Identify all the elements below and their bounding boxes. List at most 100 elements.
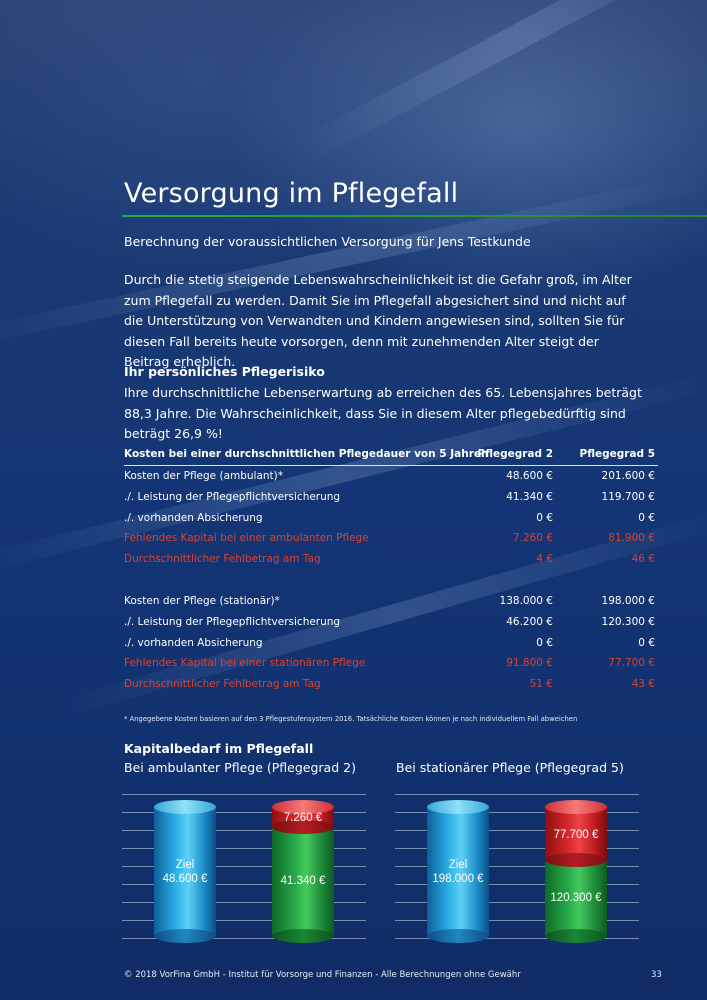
row-value-pg5: 46 € [631, 553, 655, 566]
row-value-pg5: 0 € [638, 636, 655, 649]
row-value-pg2: 51 € [529, 678, 553, 691]
table-header: Kosten bei einer durchschnittlichen Pfle… [124, 444, 658, 466]
stack-value-green: 41.340 € [280, 875, 326, 887]
row-label: ./. Leistung der Pflegepflichtversicheru… [124, 615, 341, 628]
gridline [395, 812, 639, 813]
ziel-value: 48.600 € [162, 873, 208, 885]
table-row-daily-gap: Durchschnittlicher Fehlbetrag am Tag 51 … [124, 674, 658, 695]
gridline [122, 848, 366, 849]
gridline [395, 920, 639, 921]
ziel-cylinder-base [427, 929, 489, 943]
ziel-label: Ziel [448, 859, 468, 871]
ziel-value: 198.000 € [432, 873, 484, 885]
stack-cylinder-top [272, 800, 334, 814]
stack-value-red: 7.260 € [283, 812, 323, 824]
row-value-pg2: 41.340 € [506, 490, 553, 503]
page-number: 33 [651, 970, 662, 980]
title-divider [122, 215, 707, 217]
gridline [122, 884, 366, 885]
gridline [395, 866, 639, 867]
table-row: Kosten der Pflege (stationär)* 138.000 €… [124, 591, 658, 612]
row-value-pg5: 43 € [631, 678, 655, 691]
table-row: ./. vorhanden Absicherung 0 € 0 € [124, 633, 658, 654]
row-label: ./. vorhanden Absicherung [124, 636, 263, 649]
risk-heading: Ihr persönliches Pflegerisiko [124, 364, 325, 379]
stack-segment-green [272, 827, 334, 936]
row-value-pg5: 201.600 € [601, 470, 655, 482]
stack-value-green: 120.300 € [550, 891, 602, 904]
row-value-pg5: 81.900 € [608, 532, 655, 545]
gridline [395, 848, 639, 849]
gridline [395, 902, 639, 903]
cost-table: Kosten bei einer durchschnittlichen Pfle… [124, 444, 658, 695]
row-value-pg2: 4 € [536, 553, 553, 566]
gridline [122, 830, 366, 831]
row-label: Durchschnittlicher Fehlbetrag am Tag [124, 553, 321, 566]
row-value-pg2: 7.260 € [512, 532, 553, 545]
ziel-cylinder: Ziel 48.600 € [154, 800, 216, 943]
table-row: ./. Leistung der Pflegepflichtversicheru… [124, 612, 658, 633]
gridline [395, 884, 639, 885]
stack-seam [545, 853, 607, 867]
table-row-missing-capital: Fehlendes Kapital bei einer stationären … [124, 653, 658, 674]
gridline [122, 938, 366, 939]
gridline [122, 794, 366, 795]
row-label: Durchschnittlicher Fehlbetrag am Tag [124, 678, 321, 691]
stacked-cylinder: 77.700 € 120.300 € [545, 800, 607, 943]
gridline [395, 830, 639, 831]
stack-segment-green [545, 860, 607, 936]
gridline [122, 902, 366, 903]
page-subtitle: Berechnung der voraussichtlichen Versorg… [124, 234, 531, 249]
ziel-cylinder-body [154, 807, 216, 936]
ziel-cylinder-body [427, 807, 489, 936]
stack-cylinder-base [272, 929, 334, 943]
kapital-heading: Kapitalbedarf im Pflegefall [124, 741, 314, 756]
footer-copyright: © 2018 VorFina GmbH - Institut für Vorso… [124, 970, 521, 980]
row-value-pg2: 138.000 € [499, 594, 553, 607]
gridline [395, 938, 639, 939]
ziel-cylinder: Ziel 198.000 € [427, 800, 489, 943]
gridline [122, 812, 366, 813]
chart-ambulant: Ziel 48.600 € 7.260 € 41.340 € [122, 786, 366, 954]
row-value-pg5: 0 € [638, 511, 655, 524]
table-row-daily-gap: Durchschnittlicher Fehlbetrag am Tag 4 €… [124, 549, 658, 570]
row-value-pg2: 0 € [536, 636, 553, 649]
chart-title-stationaer: Bei stationärer Pflege (Pflegegrad 5) [396, 760, 624, 775]
ziel-cylinder-base [154, 929, 216, 943]
row-label: Fehlendes Kapital bei einer stationären … [124, 657, 366, 670]
table-row: ./. Leistung der Pflegepflichtversicheru… [124, 487, 658, 508]
row-label: Kosten der Pflege (stationär)* [124, 594, 280, 607]
row-label: ./. vorhanden Absicherung [124, 511, 263, 524]
table-row: Kosten der Pflege (ambulant)* 48.600 € 2… [124, 466, 658, 487]
table-header-col2: Pflegegrad 5 [579, 448, 656, 460]
row-value-pg2: 48.600 € [506, 470, 553, 482]
stack-segment-red [545, 807, 607, 860]
table-header-label: Kosten bei einer durchschnittlichen Pfle… [124, 448, 489, 460]
row-label: ./. Leistung der Pflegepflichtversicheru… [124, 490, 341, 503]
row-value-pg5: 198.000 € [601, 594, 655, 607]
chart-title-ambulant: Bei ambulanter Pflege (Pflegegrad 2) [124, 760, 356, 775]
row-value-pg5: 119.700 € [601, 490, 655, 503]
ziel-label: Ziel [175, 859, 195, 871]
gridline [122, 920, 366, 921]
stack-seam [272, 820, 334, 834]
gridline [395, 794, 639, 795]
table-header-col1: Pflegegrad 2 [477, 448, 554, 460]
stack-cylinder-base [545, 929, 607, 943]
table-spacer [124, 570, 658, 591]
gridline [122, 866, 366, 867]
ziel-cylinder-top [427, 800, 489, 814]
table-row: ./. vorhanden Absicherung 0 € 0 € [124, 508, 658, 529]
row-value-pg2: 91.800 € [506, 657, 553, 670]
stacked-cylinder: 7.260 € 41.340 € [272, 800, 334, 943]
table-row-missing-capital: Fehlendes Kapital bei einer ambulanten P… [124, 528, 658, 549]
row-label: Fehlendes Kapital bei einer ambulanten P… [124, 532, 369, 545]
row-label: Kosten der Pflege (ambulant)* [124, 470, 284, 482]
table-footnote: * Angegebene Kosten basieren auf den 3 P… [124, 715, 578, 723]
stack-value-red: 77.700 € [553, 828, 599, 841]
chart-stationaer: Ziel 198.000 € 77.700 € 120.300 € [395, 786, 639, 954]
row-value-pg2: 46.200 € [506, 615, 553, 628]
row-value-pg5: 120.300 € [601, 615, 655, 628]
row-value-pg5: 77.700 € [608, 657, 655, 670]
ziel-cylinder-top [154, 800, 216, 814]
